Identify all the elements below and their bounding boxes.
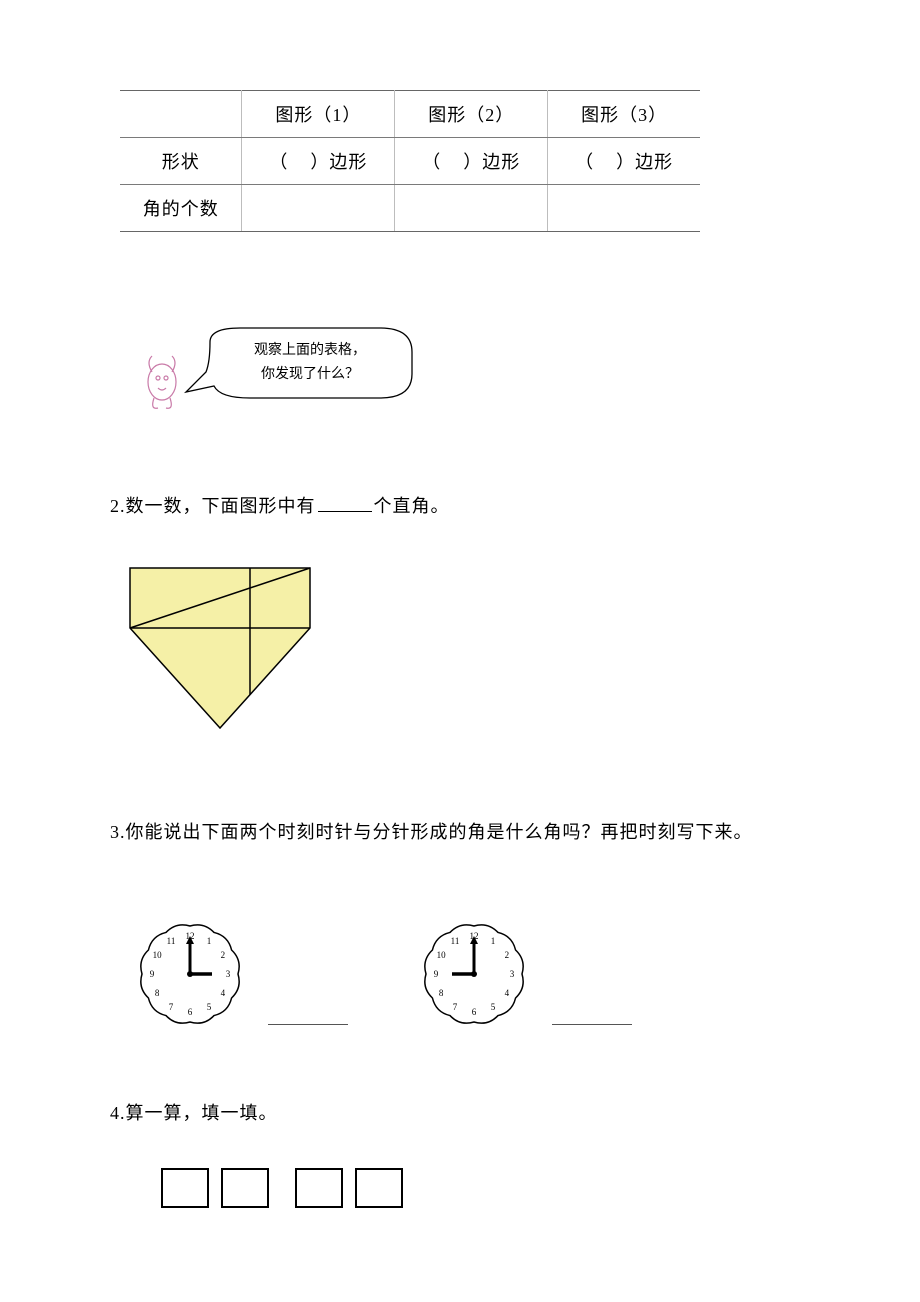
svg-text:9: 9 xyxy=(150,969,155,979)
question-2: 2.数一数，下面图形中有 个直角。 xyxy=(110,492,820,518)
bubble-line1: 观察上面的表格， xyxy=(254,341,366,358)
speech-bubble-block: 观察上面的表格， 你发现了什么？ xyxy=(140,322,420,432)
clock2-answer-blank[interactable] xyxy=(552,1012,632,1025)
svg-text:4: 4 xyxy=(505,988,510,998)
row-angles-label: 角的个数 xyxy=(120,185,242,232)
svg-text:6: 6 xyxy=(472,1007,477,1017)
svg-text:4: 4 xyxy=(221,988,226,998)
svg-text:3: 3 xyxy=(510,969,515,979)
angles-cell-2 xyxy=(395,185,548,232)
question-4: 4.算一算，填一填。 xyxy=(110,1099,820,1125)
table-header-row: 图形（1） 图形（2） 图形（3） xyxy=(120,91,700,138)
svg-text:1: 1 xyxy=(491,936,496,946)
shape-cell-3: （ ）边形 xyxy=(548,138,700,185)
bubble-svg: 观察上面的表格， 你发现了什么？ xyxy=(140,322,440,442)
svg-text:8: 8 xyxy=(155,988,160,998)
svg-text:10: 10 xyxy=(153,950,163,960)
clock-1-svg: 121234567891011 xyxy=(130,914,250,1034)
svg-text:1: 1 xyxy=(207,936,212,946)
mascot-icon xyxy=(148,356,176,408)
shape-cell-2: （ ）边形 xyxy=(395,138,548,185)
header-fig3: 图形（3） xyxy=(548,91,700,138)
svg-text:3: 3 xyxy=(226,969,231,979)
boxes-svg xyxy=(160,1165,460,1215)
svg-text:6: 6 xyxy=(188,1007,193,1017)
q4-boxes xyxy=(160,1165,820,1215)
svg-text:2: 2 xyxy=(221,950,226,960)
worksheet-page: 图形（1） 图形（2） 图形（3） 形状 （ ）边形 （ ）边形 （ ）边形 角… xyxy=(0,0,920,1275)
clock1-answer-blank[interactable] xyxy=(268,1012,348,1025)
q2-figure xyxy=(120,558,820,748)
angles-cell-1 xyxy=(242,185,395,232)
svg-text:9: 9 xyxy=(434,969,439,979)
clock-1: 121234567891011 xyxy=(130,914,250,1039)
svg-text:5: 5 xyxy=(491,1002,496,1012)
q2-suffix: 个直角。 xyxy=(374,496,450,516)
table-row-angles: 角的个数 xyxy=(120,185,700,232)
clock-2: 121234567891011 xyxy=(414,914,534,1039)
svg-text:7: 7 xyxy=(169,1002,174,1012)
shape-table: 图形（1） 图形（2） 图形（3） 形状 （ ）边形 （ ）边形 （ ）边形 角… xyxy=(120,90,700,232)
angles-cell-3 xyxy=(548,185,700,232)
question-3: 3.你能说出下面两个时刻时针与分针形成的角是什么角吗？再把时刻写下来。 xyxy=(110,818,820,844)
table-row-shape: 形状 （ ）边形 （ ）边形 （ ）边形 xyxy=(120,138,700,185)
svg-text:7: 7 xyxy=(453,1002,458,1012)
svg-text:11: 11 xyxy=(451,936,460,946)
svg-text:11: 11 xyxy=(167,936,176,946)
svg-text:5: 5 xyxy=(207,1002,212,1012)
clocks-row: 121234567891011 121234567891011 xyxy=(130,914,820,1039)
svg-text:8: 8 xyxy=(439,988,444,998)
svg-text:2: 2 xyxy=(505,950,510,960)
bubble-line2: 你发现了什么？ xyxy=(261,366,359,382)
svg-text:10: 10 xyxy=(437,950,447,960)
q2-blank[interactable] xyxy=(318,495,372,512)
header-fig2: 图形（2） xyxy=(395,91,548,138)
q2-prefix: 2.数一数，下面图形中有 xyxy=(110,496,316,516)
clock-2-svg: 121234567891011 xyxy=(414,914,534,1034)
header-fig1: 图形（1） xyxy=(242,91,395,138)
header-blank xyxy=(120,91,242,138)
q2-figure-svg xyxy=(120,558,330,743)
row-shape-label: 形状 xyxy=(120,138,242,185)
speech-bubble-icon: 观察上面的表格， 你发现了什么？ xyxy=(186,328,412,398)
shape-cell-1: （ ）边形 xyxy=(242,138,395,185)
